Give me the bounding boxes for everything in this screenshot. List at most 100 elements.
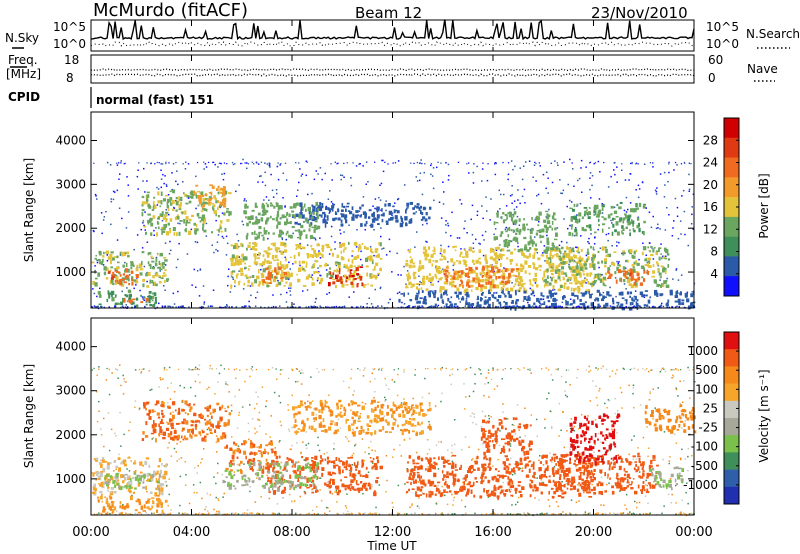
heatmap-speckle (546, 234, 548, 237)
heatmap-cell (128, 293, 132, 298)
heatmap-speckle (426, 453, 429, 455)
heatmap-cell (138, 263, 142, 268)
heatmap-speckle (94, 305, 96, 308)
heatmap-speckle (437, 304, 440, 307)
heatmap-cell (161, 483, 165, 486)
heatmap-speckle (510, 457, 512, 459)
heatmap-cell (220, 192, 223, 194)
heatmap-cell (628, 306, 633, 311)
heatmap-speckle (521, 178, 524, 181)
heatmap-cell (285, 281, 288, 284)
heatmap-speckle (299, 465, 302, 467)
heatmap-speckle (419, 162, 422, 164)
heatmap-speckle (523, 305, 525, 308)
heatmap-speckle (451, 451, 453, 454)
heatmap-cell (546, 275, 549, 279)
heatmap-speckle (547, 177, 549, 179)
heatmap-cell (105, 251, 109, 255)
heatmap-cell (172, 189, 176, 194)
heatmap-cell (457, 270, 461, 274)
heatmap-cell (111, 503, 114, 505)
heatmap-cell (283, 271, 287, 276)
heatmap-speckle (489, 219, 491, 221)
heatmap-speckle (238, 184, 240, 186)
heatmap-speckle (136, 234, 139, 236)
heatmap-speckle (536, 252, 539, 254)
heatmap-cell (663, 248, 666, 250)
heatmap-cell (294, 229, 299, 232)
heatmap-cell (159, 213, 164, 217)
heatmap-cell (128, 283, 130, 286)
heatmap-speckle (264, 184, 267, 187)
heatmap-speckle (269, 163, 271, 165)
heatmap-cell (597, 261, 600, 265)
heatmap-cell (167, 222, 170, 226)
heatmap-speckle (110, 428, 113, 431)
heatmap-speckle (598, 306, 600, 308)
heatmap-speckle (447, 224, 450, 227)
heatmap-cell (652, 306, 655, 308)
heatmap-cell (614, 271, 617, 275)
heatmap-cell (531, 284, 534, 287)
heatmap-cell (115, 473, 119, 477)
heatmap-speckle (683, 210, 686, 213)
heatmap-cell (235, 244, 238, 249)
heatmap-speckle (375, 306, 377, 309)
heatmap-cell (380, 214, 384, 217)
heatmap-cell (128, 480, 131, 485)
heatmap-cell (506, 268, 510, 272)
heatmap-cell (631, 220, 635, 225)
heatmap-speckle (428, 392, 430, 395)
heatmap-speckle (464, 220, 466, 222)
heatmap-cell (416, 203, 420, 206)
heatmap-speckle (567, 183, 569, 186)
heatmap-cell (164, 259, 168, 262)
heatmap-cell (251, 209, 255, 212)
heatmap-speckle (471, 459, 473, 461)
heatmap-speckle (211, 244, 213, 246)
heatmap-cell (202, 223, 205, 227)
heatmap-cell (248, 220, 251, 224)
heatmap-speckle (673, 220, 675, 222)
heatmap-cell (277, 206, 280, 211)
heatmap-speckle (624, 179, 627, 181)
heatmap-cell (340, 223, 344, 227)
heatmap-cell (494, 247, 497, 250)
heatmap-cell (188, 403, 191, 407)
heatmap-speckle (637, 184, 640, 187)
heatmap-cell (222, 194, 226, 197)
heatmap-speckle (411, 504, 413, 507)
heatmap-cell (410, 286, 413, 289)
heatmap-cell (159, 252, 163, 257)
heatmap-cell (329, 208, 333, 210)
heatmap-speckle (320, 499, 323, 502)
heatmap-cell (572, 259, 575, 263)
heatmap-cell (405, 259, 409, 262)
heatmap-cell (344, 214, 348, 219)
heatmap-speckle (636, 502, 638, 504)
heatmap-cell (495, 291, 498, 294)
heatmap-speckle (551, 305, 553, 308)
heatmap-speckle (142, 298, 144, 300)
heatmap-speckle (384, 377, 386, 380)
heatmap-cell (408, 264, 412, 269)
heatmap-speckle (379, 199, 382, 201)
heatmap-speckle (583, 416, 585, 418)
heatmap-speckle (680, 163, 683, 165)
heatmap-cell (656, 292, 659, 297)
heatmap-speckle (149, 389, 151, 391)
heatmap-cell (341, 213, 345, 218)
heatmap-cell (518, 218, 521, 222)
heatmap-speckle (371, 483, 373, 486)
heatmap-cell (501, 280, 505, 283)
heatmap-cell (465, 272, 468, 278)
heatmap-cell (317, 205, 321, 209)
heatmap-speckle (268, 162, 271, 164)
heatmap-cell (477, 261, 480, 263)
heatmap-speckle (649, 242, 651, 244)
heatmap-cell (337, 217, 341, 221)
heatmap-cell (246, 247, 248, 251)
heatmap-speckle (675, 306, 677, 308)
heatmap-speckle (433, 199, 435, 202)
heatmap-cell (108, 505, 112, 510)
